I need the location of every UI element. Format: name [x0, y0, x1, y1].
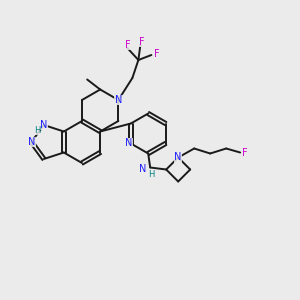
Text: F: F	[242, 148, 248, 158]
Text: N: N	[28, 137, 35, 147]
Text: N: N	[40, 120, 47, 130]
Text: N: N	[125, 139, 133, 148]
Text: H: H	[148, 170, 154, 179]
Text: F: F	[139, 37, 144, 47]
Text: F: F	[124, 40, 130, 50]
Text: F: F	[154, 49, 159, 59]
Text: N: N	[115, 95, 122, 105]
Text: N: N	[139, 164, 146, 175]
Text: N: N	[175, 152, 182, 163]
Text: H: H	[34, 125, 40, 134]
